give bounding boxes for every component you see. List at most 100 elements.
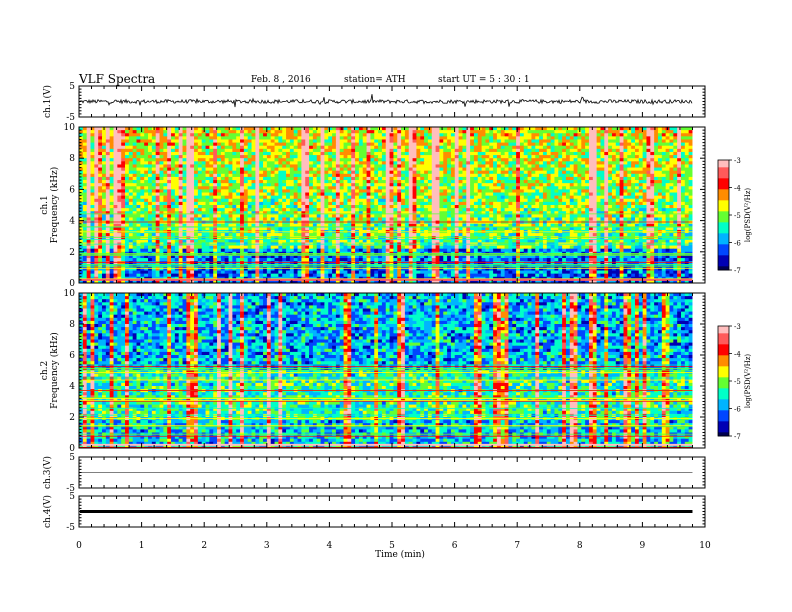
spectrogram-cell xyxy=(113,170,118,175)
spectrogram-cell xyxy=(140,176,145,181)
spectrogram-cell xyxy=(94,170,99,175)
spectrogram-cell xyxy=(312,158,318,162)
spectrogram-cell xyxy=(366,130,371,134)
spectrogram-cell xyxy=(339,158,344,162)
spectrogram-cell xyxy=(477,198,482,203)
spectrogram-cell xyxy=(393,201,398,206)
spectrogram-cell xyxy=(688,205,693,209)
spectrogram-cell xyxy=(381,208,387,212)
spectrogram-cell xyxy=(462,167,467,172)
spectrogram-cell xyxy=(197,170,203,175)
spectrogram-cell xyxy=(332,173,337,178)
spectrogram-cell xyxy=(496,173,502,178)
spectrogram-cell xyxy=(523,139,528,143)
spectrogram-cell xyxy=(588,176,594,181)
spectrogram-cell xyxy=(485,148,490,153)
spectrogram-cell xyxy=(351,136,356,140)
spectrogram-cell xyxy=(358,195,364,200)
spectrogram-cell xyxy=(339,205,344,209)
spectrogram-cell xyxy=(324,158,329,162)
spectrogram-cell xyxy=(642,189,647,193)
spectrogram-cell xyxy=(435,151,440,156)
spectrogram-cell xyxy=(335,167,341,172)
spectrogram-cell xyxy=(554,170,559,175)
spectrogram-cell xyxy=(305,142,310,147)
spectrogram-cell xyxy=(481,130,486,134)
spectrogram-cell xyxy=(397,211,402,215)
spectrogram-cell xyxy=(470,195,475,200)
spectrogram-cell xyxy=(650,176,655,181)
spectrogram-cell xyxy=(320,208,325,212)
spectrogram-cell xyxy=(431,170,436,175)
spectrogram-cell xyxy=(332,192,337,197)
spectrogram-cell xyxy=(278,183,283,187)
spectrogram-cell xyxy=(121,195,126,200)
spectrogram-cell xyxy=(90,214,95,218)
spectrogram-cell xyxy=(558,164,563,168)
spectrogram-cell xyxy=(224,183,229,187)
spectrogram-cell xyxy=(535,176,540,181)
chart-title: VLF Spectra xyxy=(79,72,156,86)
spectrogram-cell xyxy=(282,167,287,172)
spectrogram-cell xyxy=(477,217,482,221)
spectrogram-cell xyxy=(282,151,287,156)
spectrogram-cell xyxy=(420,127,425,131)
spectrogram-cell xyxy=(159,136,164,140)
spectrogram-cell xyxy=(128,155,134,159)
spectrogram-cell xyxy=(416,208,421,212)
spectrogram-cell xyxy=(136,158,141,162)
spectrogram-cell xyxy=(167,211,172,215)
spectrogram-cell xyxy=(132,158,137,162)
spectrogram-cell xyxy=(278,192,283,197)
spectrogram-cell xyxy=(255,192,260,197)
spectrogram-cell xyxy=(688,208,693,212)
spectrogram-cell xyxy=(412,164,417,168)
spectrogram-cell xyxy=(205,205,210,209)
spectrogram-cell xyxy=(213,211,218,215)
spectrogram-cell xyxy=(289,155,295,159)
spectrogram-cell xyxy=(105,173,111,178)
spectrogram-cell xyxy=(504,180,509,184)
spectrogram-cell xyxy=(266,142,272,147)
spectrogram-cell xyxy=(232,198,237,203)
spectrogram-cell xyxy=(171,201,176,206)
spectrogram-cell xyxy=(205,155,210,159)
spectrogram-cell xyxy=(385,164,390,168)
spectrogram-cell xyxy=(347,192,352,197)
spectrogram-cell xyxy=(577,205,582,209)
spectrogram-cell xyxy=(178,127,183,131)
spectrogram-cell xyxy=(286,170,291,175)
spectrogram-cell xyxy=(562,130,567,134)
spectrogram-cell xyxy=(397,130,402,134)
spectrogram-cell xyxy=(98,217,103,221)
spectrogram-cell xyxy=(592,161,598,165)
spectrogram-cell xyxy=(642,161,647,165)
spectrogram-cell xyxy=(569,208,575,212)
spectrogram-cell xyxy=(654,214,659,218)
spectrogram-cell xyxy=(335,161,341,165)
spectrogram-cell xyxy=(600,127,605,131)
spectrogram-cell xyxy=(79,192,84,197)
spectrogram-cell xyxy=(404,151,410,156)
spectrogram-cell xyxy=(408,192,413,197)
spectrogram-cell xyxy=(190,195,195,200)
spectrogram-cell xyxy=(385,142,390,147)
spectrogram-cell xyxy=(611,201,617,206)
spectrogram-cell xyxy=(477,136,482,140)
spectrogram-cell xyxy=(493,208,498,212)
spectrogram-cell xyxy=(217,186,222,190)
spectrogram-cell xyxy=(205,211,210,215)
spectrogram-cell xyxy=(627,201,632,206)
spectrogram-cell xyxy=(401,195,406,200)
spectrogram-cell xyxy=(90,158,95,162)
spectrogram-cell xyxy=(596,139,601,143)
spectrogram-cell xyxy=(458,211,463,215)
spectrogram-cell xyxy=(217,183,222,187)
spectrogram-cell xyxy=(197,208,203,212)
spectrogram-cell xyxy=(144,211,149,215)
spectrogram-cell xyxy=(435,139,440,143)
spectrogram-cell xyxy=(82,170,88,175)
spectrogram-cell xyxy=(159,211,164,215)
spectrogram-cell xyxy=(374,164,379,168)
spectrogram-cell xyxy=(224,195,229,200)
